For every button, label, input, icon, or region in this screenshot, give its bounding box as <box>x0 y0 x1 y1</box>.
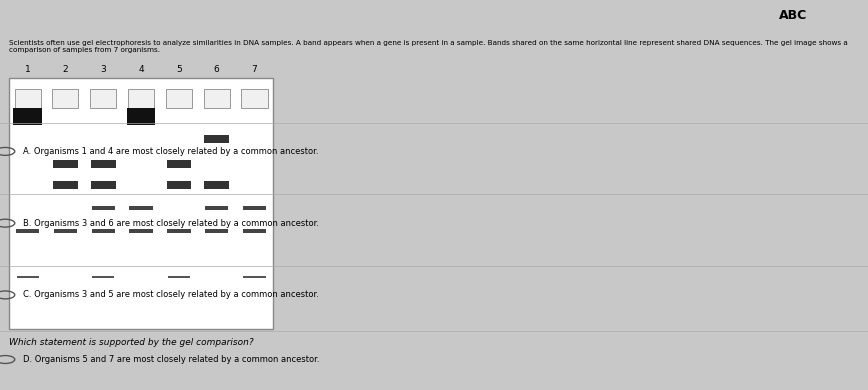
Text: 3: 3 <box>101 64 106 74</box>
Text: ABC: ABC <box>779 9 807 22</box>
Bar <box>243 206 266 210</box>
Text: C. Organisms 3 and 5 are most closely related by a common ancestor.: C. Organisms 3 and 5 are most closely re… <box>23 291 319 300</box>
Bar <box>54 229 77 233</box>
Bar <box>204 135 229 143</box>
Bar <box>168 229 191 233</box>
Bar <box>15 89 41 108</box>
Bar <box>53 181 78 189</box>
Bar <box>127 108 155 125</box>
Bar <box>205 229 228 233</box>
Bar <box>52 89 78 108</box>
Bar <box>53 160 78 168</box>
Text: A. Organisms 1 and 4 are most closely related by a common ancestor.: A. Organisms 1 and 4 are most closely re… <box>23 147 318 156</box>
Text: 7: 7 <box>252 64 258 74</box>
Bar <box>241 89 267 108</box>
Bar <box>167 181 191 189</box>
Bar <box>243 276 266 278</box>
Bar <box>91 229 115 233</box>
Text: 5: 5 <box>176 64 181 74</box>
Bar <box>128 89 155 108</box>
Bar <box>167 160 191 168</box>
Text: Scientists often use gel electrophoresis to analyze similarities in DNA samples.: Scientists often use gel electrophoresis… <box>9 40 847 53</box>
Bar <box>13 108 42 125</box>
Text: B. Organisms 3 and 6 are most closely related by a common ancestor.: B. Organisms 3 and 6 are most closely re… <box>23 219 319 228</box>
Text: D. Organisms 5 and 7 are most closely related by a common ancestor.: D. Organisms 5 and 7 are most closely re… <box>23 355 319 364</box>
Bar <box>204 181 229 189</box>
Text: 1: 1 <box>24 64 30 74</box>
Bar <box>16 229 39 233</box>
Bar <box>91 160 115 168</box>
Bar <box>204 89 230 108</box>
Bar <box>9 78 273 329</box>
Text: 4: 4 <box>138 64 144 74</box>
Bar <box>205 206 228 210</box>
Bar <box>129 206 153 210</box>
Bar <box>243 229 266 233</box>
Bar <box>16 276 39 278</box>
Text: Which statement is supported by the gel comparison?: Which statement is supported by the gel … <box>9 338 253 347</box>
Text: 6: 6 <box>214 64 220 74</box>
Bar <box>166 89 192 108</box>
Bar <box>91 206 115 210</box>
Bar <box>90 89 116 108</box>
Bar <box>129 229 153 233</box>
Bar <box>168 276 190 278</box>
Bar <box>92 276 115 278</box>
Bar <box>91 181 115 189</box>
Text: 2: 2 <box>62 64 69 74</box>
